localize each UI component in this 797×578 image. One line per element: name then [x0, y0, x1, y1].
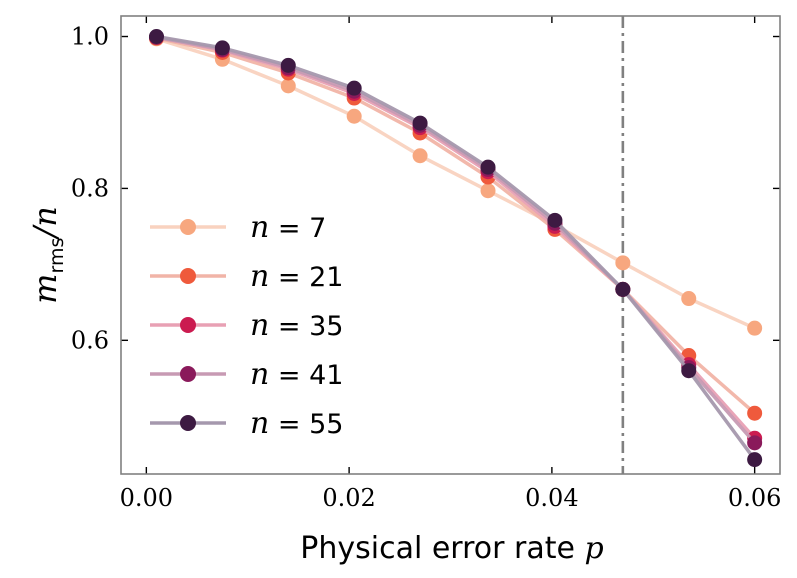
data-point: [747, 435, 763, 451]
x-tick-label: 0.02: [322, 484, 375, 512]
y-tick-label: 1.0: [71, 23, 109, 51]
legend-item: n = 21: [150, 259, 343, 294]
data-point: [148, 29, 164, 45]
legend-marker: [180, 415, 196, 431]
data-point: [615, 255, 631, 271]
series-line: [156, 36, 756, 415]
y-axis-label: mrms/n: [26, 206, 68, 304]
series-line: [156, 34, 757, 461]
series-7: [148, 31, 763, 336]
series-41: [148, 29, 763, 451]
axes-layer: 0.00 0.02 0.04 0.06 0.6 0.8 1.0: [71, 16, 781, 512]
data-point: [547, 212, 563, 228]
legend-item: n = 7: [150, 210, 326, 245]
legend-marker: [180, 317, 196, 333]
data-point: [681, 363, 697, 379]
data-point: [747, 320, 763, 336]
legend-item: n = 35: [150, 308, 343, 343]
data-point: [681, 291, 697, 307]
y-axis-symbol: m: [26, 273, 64, 303]
y-axis-subscript: rms: [46, 238, 68, 274]
data-point: [412, 115, 428, 131]
legend-label: n = 41: [250, 357, 343, 392]
y-tick-label: 0.8: [71, 174, 109, 202]
plot-frame: [120, 15, 781, 475]
legend-label: n = 35: [250, 308, 343, 343]
series-line: [156, 35, 757, 445]
data-point: [747, 405, 763, 421]
legend-marker: [180, 268, 196, 284]
x-axis-symbol: p: [585, 531, 604, 566]
x-tick-label: 0.06: [728, 484, 781, 512]
legend-marker: [180, 219, 196, 235]
data-point: [412, 148, 428, 164]
legend-label: n = 21: [250, 259, 343, 294]
legend-marker: [180, 366, 196, 382]
data-point: [747, 452, 763, 468]
x-axis-label-text: Physical error rate: [300, 531, 575, 566]
legend-label: n = 7: [250, 210, 326, 245]
y-axis-denominator: /n: [26, 206, 64, 240]
series-layer: [148, 29, 763, 468]
series-line: [155, 37, 756, 330]
x-tick-label: 0.04: [525, 484, 578, 512]
legend-label: n = 55: [250, 406, 343, 441]
y-tick-label: 0.6: [71, 326, 109, 354]
x-axis-label: Physical error rate p: [300, 531, 603, 566]
data-point: [615, 281, 631, 297]
legend-item: n = 41: [150, 357, 343, 392]
legend-item: n = 55: [150, 406, 343, 441]
data-point: [346, 108, 362, 124]
data-point: [480, 159, 496, 175]
data-point: [280, 78, 296, 94]
legend: n = 7 n = 21 n = 35 n = 41 n = 55: [150, 210, 343, 441]
data-point: [214, 40, 230, 56]
data-point: [280, 57, 296, 73]
data-point: [480, 183, 496, 199]
series-line: [156, 35, 757, 440]
series-55: [148, 29, 763, 468]
data-point: [346, 80, 362, 96]
x-tick-label: 0.00: [120, 484, 173, 512]
series-35: [148, 29, 763, 446]
series-21: [148, 30, 763, 421]
